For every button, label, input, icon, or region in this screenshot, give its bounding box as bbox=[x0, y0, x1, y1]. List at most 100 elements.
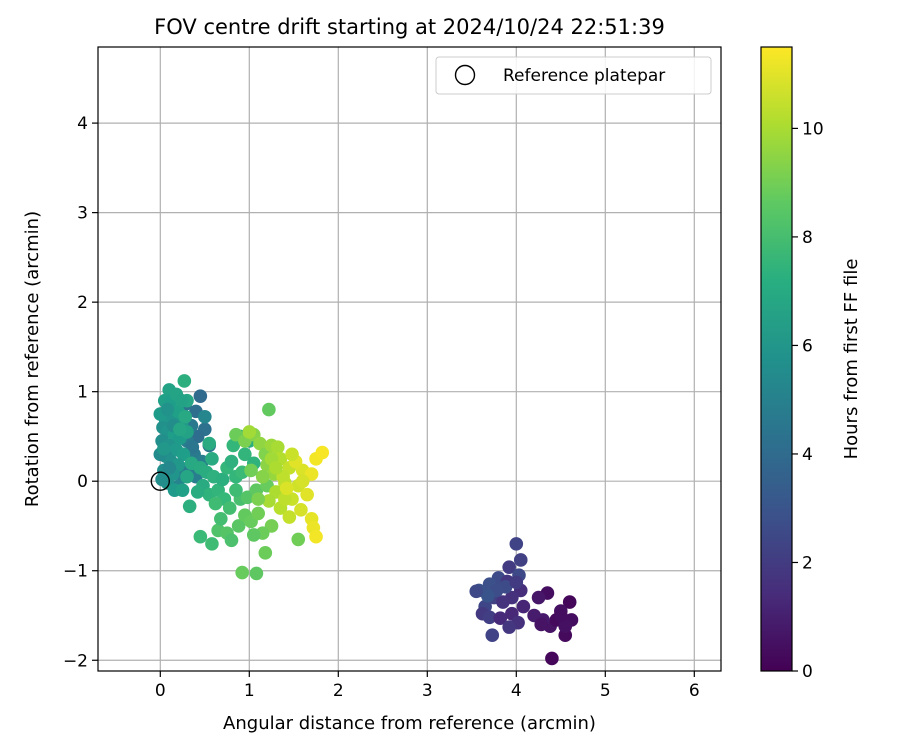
scatter-point bbox=[208, 496, 223, 511]
x-tick-label: 3 bbox=[422, 681, 433, 701]
scatter-point bbox=[291, 532, 306, 547]
scatter-point bbox=[222, 501, 237, 515]
scatter-point bbox=[173, 422, 187, 437]
colorbar-tick-label: 6 bbox=[802, 336, 813, 356]
scatter-point bbox=[235, 565, 249, 580]
scatter-point bbox=[278, 492, 292, 506]
scatter-point bbox=[485, 628, 500, 642]
scatter-point bbox=[294, 503, 308, 517]
scatter-point bbox=[229, 483, 243, 497]
y-axis-label: Rotation from reference (arcmin) bbox=[22, 211, 43, 507]
x-tick-label: 5 bbox=[600, 681, 611, 701]
scatter-point bbox=[300, 487, 314, 502]
chart-title: FOV centre drift starting at 2024/10/24 … bbox=[154, 15, 665, 39]
colorbar-ticks: 0 2 4 6 8 10 bbox=[792, 119, 824, 682]
scatter-point bbox=[554, 608, 568, 623]
y-tick-label: −2 bbox=[63, 651, 88, 671]
scatter-point bbox=[509, 537, 524, 551]
x-tick-label: 2 bbox=[333, 681, 344, 701]
scatter-point bbox=[262, 494, 276, 508]
scatter-point bbox=[224, 533, 239, 548]
scatter-point bbox=[202, 436, 217, 451]
scatter-point bbox=[558, 619, 573, 634]
scatter-point bbox=[215, 472, 230, 487]
y-tick-label: 1 bbox=[77, 383, 88, 403]
scatter-point bbox=[205, 452, 219, 466]
y-tick-label: 2 bbox=[77, 293, 88, 313]
scatter-point bbox=[496, 595, 510, 609]
scatter-point bbox=[176, 447, 191, 462]
scatter-point bbox=[282, 510, 297, 524]
colorbar: 0 2 4 6 8 10 Hours from first FF file bbox=[760, 46, 862, 682]
plot-frame bbox=[97, 46, 722, 672]
scatter-point bbox=[178, 409, 193, 424]
scatter-point bbox=[193, 389, 208, 403]
x-axis-label: Angular distance from reference (arcmin) bbox=[223, 713, 596, 734]
scatter-point bbox=[262, 402, 276, 417]
scatter-point bbox=[269, 460, 283, 475]
scatter-point bbox=[493, 611, 508, 625]
scatter-point bbox=[251, 492, 265, 506]
scatter-point bbox=[190, 429, 205, 444]
scatter-point bbox=[309, 529, 323, 544]
scatter-point bbox=[562, 595, 577, 609]
points-layer bbox=[150, 374, 579, 666]
scatter-point bbox=[509, 575, 524, 590]
scatter-point bbox=[180, 469, 194, 484]
scatter-point bbox=[244, 463, 258, 478]
scatter-point bbox=[162, 460, 176, 475]
y-tick-label: 0 bbox=[77, 472, 88, 492]
y-tick-label: 4 bbox=[77, 114, 88, 134]
scatter-point bbox=[295, 474, 310, 489]
colorbar-tick-label: 0 bbox=[802, 662, 813, 682]
scatter-point bbox=[175, 483, 190, 497]
colorbar-tick-label: 10 bbox=[802, 119, 824, 139]
legend-marker bbox=[454, 64, 476, 86]
scatter-point bbox=[253, 436, 267, 451]
scatter-point bbox=[190, 485, 205, 499]
scatter-point bbox=[285, 447, 299, 462]
scatter-point bbox=[249, 566, 264, 581]
colorbar-label: Hours from first FF file bbox=[841, 259, 862, 460]
scatter-point bbox=[160, 402, 175, 417]
colorbar-gradient bbox=[760, 46, 793, 672]
scatter-point bbox=[214, 512, 228, 526]
y-tick-label: −1 bbox=[63, 562, 88, 582]
scatter-point bbox=[516, 599, 531, 614]
scatter-point bbox=[157, 442, 171, 456]
scatter-point bbox=[255, 469, 270, 484]
scatter-point bbox=[482, 610, 497, 625]
scatter-point bbox=[502, 560, 516, 574]
scatter-point bbox=[534, 617, 549, 632]
scatter-point bbox=[174, 393, 189, 408]
legend: Reference platepar bbox=[435, 56, 712, 95]
scatter-point bbox=[155, 472, 169, 487]
x-tick-label: 6 bbox=[689, 681, 700, 701]
x-axis: 0 1 2 3 4 5 6 bbox=[155, 671, 700, 701]
scatter-point bbox=[502, 620, 516, 634]
scatter-point bbox=[481, 588, 495, 603]
scatter-point bbox=[231, 519, 246, 533]
scatter-point bbox=[545, 651, 559, 666]
scatter-point bbox=[531, 590, 546, 605]
scatter-point bbox=[513, 553, 528, 567]
y-axis: −2 −1 0 1 2 3 4 bbox=[63, 114, 98, 671]
scatter-point bbox=[279, 481, 294, 496]
scatter-point bbox=[224, 454, 239, 469]
scatter-point bbox=[270, 440, 285, 454]
legend-entry: Reference platepar bbox=[503, 66, 665, 86]
colorbar-tick-label: 8 bbox=[802, 228, 813, 248]
scatter-point bbox=[251, 506, 265, 521]
scatter-point bbox=[177, 374, 192, 388]
scatter-point bbox=[226, 438, 241, 453]
scatter-point bbox=[315, 445, 330, 460]
scatter-point bbox=[205, 537, 219, 551]
reference-marker bbox=[150, 471, 171, 491]
scatter-point bbox=[258, 546, 273, 560]
y-tick-label: 3 bbox=[77, 204, 88, 224]
scatter-point bbox=[238, 447, 252, 462]
scatter-point bbox=[198, 409, 212, 424]
scatter-point bbox=[182, 499, 197, 514]
x-tick-label: 1 bbox=[244, 681, 255, 701]
